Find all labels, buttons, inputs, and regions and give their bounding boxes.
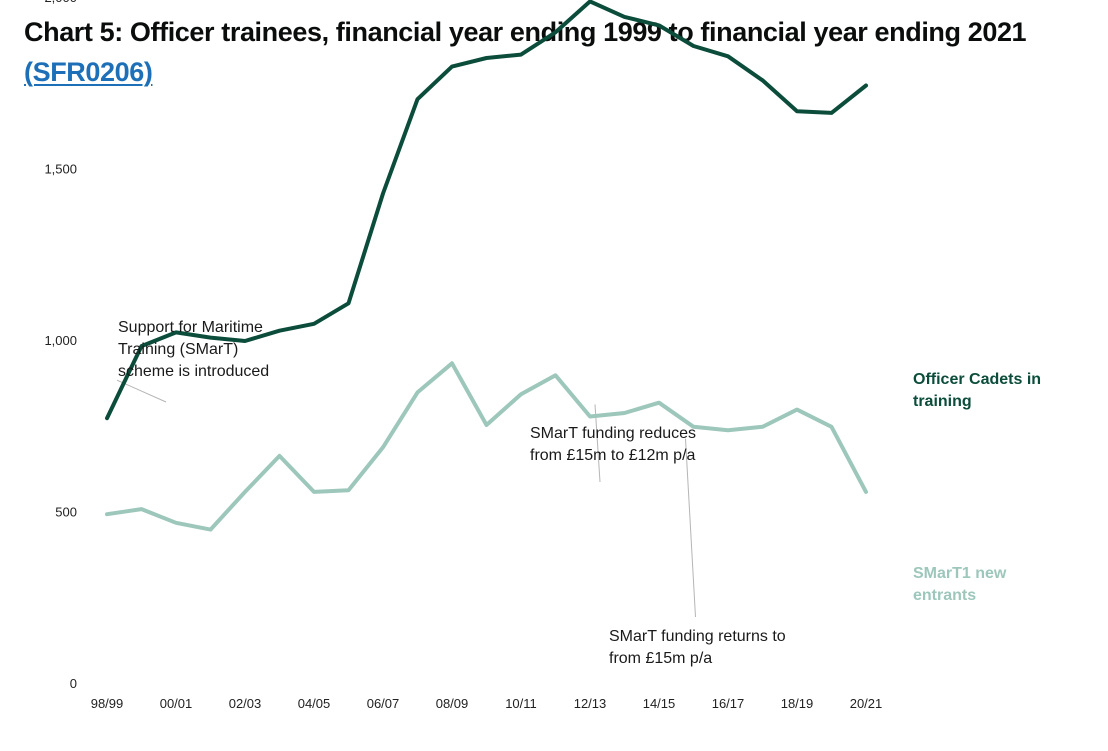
annotation-funding-returns: SMarT funding returns to from £15m p/a [609, 628, 790, 667]
annotation-funding-reduces-line-2: from £15m to £12m p/a [530, 447, 696, 464]
series-line-officer-cadets [105, 0, 868, 421]
x-tick-label: 18/19 [781, 696, 814, 711]
leader-line-funding-returns [685, 438, 696, 618]
series-label-officer-cadets-line-1: Officer Cadets in [913, 371, 1041, 388]
y-tick-label: 0 [70, 676, 77, 691]
x-tick-label: 00/01 [160, 696, 193, 711]
series-lines [105, 0, 868, 532]
x-tick-label: 02/03 [229, 696, 262, 711]
x-tick-label: 16/17 [712, 696, 745, 711]
x-tick-label: 12/13 [574, 696, 607, 711]
x-tick-label: 10/11 [505, 696, 537, 711]
y-tick-label: 1,500 [44, 162, 77, 177]
x-tick-label: 04/05 [298, 696, 331, 711]
x-tick-label: 08/09 [436, 696, 469, 711]
annotation-funding-returns-line-1: SMarT funding returns to [609, 628, 786, 645]
annotation-smart-introduced-line-3: scheme is introduced [118, 363, 269, 380]
annotation-smart-introduced-line-1: Support for Maritime [118, 319, 263, 336]
annotation-smart-introduced: Support for Maritime Training (SMarT) sc… [118, 319, 269, 380]
chart-title-text: Chart 5: Officer trainees, financial yea… [24, 17, 1027, 47]
series-label-smart-new-entrants-line-1: SMarT1 new [913, 565, 1007, 582]
annotation-funding-returns-line-2: from £15m p/a [609, 650, 712, 667]
sfr-link[interactable]: (SFR0206) [24, 57, 153, 87]
x-tick-label: 20/21 [850, 696, 883, 711]
series-line-smart-new-entrants [105, 361, 868, 532]
y-tick-label: 1,000 [44, 333, 77, 348]
y-tick-label: 500 [55, 505, 77, 520]
x-tick-label: 06/07 [367, 696, 400, 711]
series-label-smart-new-entrants-line-2: entrants [913, 587, 976, 604]
x-axis-ticks: 98/99 00/01 02/03 04/05 06/07 08/09 10/11 12/13… [91, 696, 883, 711]
series-label-smart-new-entrants: SMarT1 new entrants [913, 565, 1011, 604]
series-label-officer-cadets: Officer Cadets in training [913, 371, 1045, 410]
x-tick-label: 14/15 [643, 696, 676, 711]
x-tick-label: 98/99 [91, 696, 124, 711]
chart-title: Chart 5: Officer trainees, financial yea… [24, 12, 1094, 92]
y-tick-label: 2,000 [44, 0, 77, 5]
annotation-funding-reduces-line-1: SMarT funding reduces [530, 425, 696, 442]
series-label-officer-cadets-line-2: training [913, 393, 972, 410]
annotation-smart-introduced-line-2: Training (SMarT) [118, 341, 238, 358]
annotation-funding-reduces: SMarT funding reduces from £15m to £12m … [530, 425, 700, 464]
